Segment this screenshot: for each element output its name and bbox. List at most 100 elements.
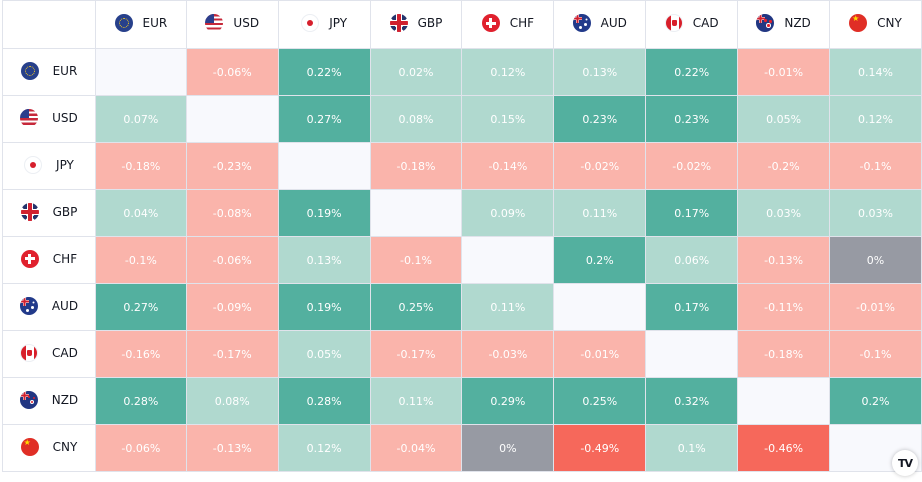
rate-cell-aud-cny[interactable]: -0.01% xyxy=(829,283,922,331)
rate-cell-nzd-cad[interactable]: 0.32% xyxy=(645,377,739,425)
rate-cell-aud-jpy[interactable]: 0.19% xyxy=(277,283,371,331)
rate-cell-usd-aud[interactable]: 0.23% xyxy=(553,95,647,143)
rate-cell-aud-eur[interactable]: 0.27% xyxy=(94,283,187,331)
rate-cell-nzd-cny[interactable]: 0.2% xyxy=(829,377,922,425)
row-header-chf[interactable]: CHF xyxy=(2,236,96,284)
rate-cell-usd-jpy[interactable]: 0.27% xyxy=(277,95,371,143)
diagonal-cell xyxy=(829,424,922,472)
rate-cell-aud-nzd[interactable]: -0.11% xyxy=(737,283,831,331)
column-header-cad[interactable]: CAD xyxy=(645,0,739,49)
rate-cell-chf-cny[interactable]: 0% xyxy=(829,236,922,284)
rate-cell-cny-jpy[interactable]: 0.12% xyxy=(277,424,371,472)
rate-cell-usd-gbp[interactable]: 0.08% xyxy=(369,95,463,143)
rate-cell-gbp-cad[interactable]: 0.17% xyxy=(645,189,739,237)
rate-cell-jpy-cad[interactable]: -0.02% xyxy=(645,142,739,190)
rate-cell-nzd-eur[interactable]: 0.28% xyxy=(94,377,187,425)
rate-cell-cad-cny[interactable]: -0.1% xyxy=(829,330,922,378)
rate-cell-jpy-gbp[interactable]: -0.18% xyxy=(369,142,463,190)
row-header-jpy[interactable]: JPY xyxy=(2,142,96,190)
column-header-nzd[interactable]: NZD xyxy=(737,0,831,49)
rate-cell-gbp-chf[interactable]: 0.09% xyxy=(461,189,555,237)
rate-cell-cny-usd[interactable]: -0.13% xyxy=(185,424,279,472)
rate-cell-eur-gbp[interactable]: 0.02% xyxy=(369,48,463,96)
rate-cell-gbp-jpy[interactable]: 0.19% xyxy=(277,189,371,237)
rate-cell-eur-nzd[interactable]: -0.01% xyxy=(737,48,831,96)
rate-cell-cad-usd[interactable]: -0.17% xyxy=(185,330,279,378)
rate-cell-usd-cny[interactable]: 0.12% xyxy=(829,95,922,143)
rate-cell-usd-cad[interactable]: 0.23% xyxy=(645,95,739,143)
rate-cell-jpy-nzd[interactable]: -0.2% xyxy=(737,142,831,190)
rate-cell-chf-eur[interactable]: -0.1% xyxy=(94,236,187,284)
rate-cell-cad-jpy[interactable]: 0.05% xyxy=(277,330,371,378)
rate-cell-aud-usd[interactable]: -0.09% xyxy=(185,283,279,331)
row-header-usd[interactable]: USD xyxy=(2,95,96,143)
rate-cell-usd-nzd[interactable]: 0.05% xyxy=(737,95,831,143)
row-header-label: AUD xyxy=(19,296,78,315)
column-header-cny[interactable]: CNY xyxy=(829,0,922,49)
currency-code: JPY xyxy=(56,157,74,172)
rate-cell-cad-chf[interactable]: -0.03% xyxy=(461,330,555,378)
rate-cell-jpy-usd[interactable]: -0.23% xyxy=(185,142,279,190)
column-header-jpy[interactable]: JPY xyxy=(277,0,371,49)
rate-cell-gbp-cny[interactable]: 0.03% xyxy=(829,189,922,237)
rate-cell-gbp-usd[interactable]: -0.08% xyxy=(185,189,279,237)
rate-cell-gbp-nzd[interactable]: 0.03% xyxy=(737,189,831,237)
rate-cell-eur-cad[interactable]: 0.22% xyxy=(645,48,739,96)
rate-cell-eur-jpy[interactable]: 0.22% xyxy=(277,48,371,96)
rate-cell-cny-eur[interactable]: -0.06% xyxy=(94,424,187,472)
rate-cell-chf-aud[interactable]: 0.2% xyxy=(553,236,647,284)
rate-cell-cny-nzd[interactable]: -0.46% xyxy=(737,424,831,472)
row-header-nzd[interactable]: NZD xyxy=(2,377,96,425)
tradingview-logo[interactable]: TV xyxy=(892,450,918,476)
rate-cell-nzd-jpy[interactable]: 0.28% xyxy=(277,377,371,425)
row-header-gbp[interactable]: GBP xyxy=(2,189,96,237)
rate-cell-eur-aud[interactable]: 0.13% xyxy=(553,48,647,96)
rate-cell-gbp-eur[interactable]: 0.04% xyxy=(94,189,187,237)
rate-cell-usd-chf[interactable]: 0.15% xyxy=(461,95,555,143)
rate-cell-gbp-aud[interactable]: 0.11% xyxy=(553,189,647,237)
rate-cell-nzd-aud[interactable]: 0.25% xyxy=(553,377,647,425)
rate-cell-chf-cad[interactable]: 0.06% xyxy=(645,236,739,284)
column-header-usd[interactable]: USD xyxy=(185,0,279,49)
column-header-aud[interactable]: AUD xyxy=(553,0,647,49)
currency-code: USD xyxy=(233,16,260,30)
rate-cell-cad-nzd[interactable]: -0.18% xyxy=(737,330,831,378)
rate-cell-aud-chf[interactable]: 0.11% xyxy=(461,283,555,331)
rate-cell-cny-chf[interactable]: 0% xyxy=(461,424,555,472)
row-header-cny[interactable]: CNY xyxy=(2,424,96,472)
rate-value: 0.11% xyxy=(398,394,434,408)
rate-cell-jpy-cny[interactable]: -0.1% xyxy=(829,142,922,190)
currency-code: JPY xyxy=(329,16,348,30)
rate-cell-jpy-eur[interactable]: -0.18% xyxy=(94,142,187,190)
rate-cell-cny-gbp[interactable]: -0.04% xyxy=(369,424,463,472)
rate-cell-chf-jpy[interactable]: 0.13% xyxy=(277,236,371,284)
rate-cell-nzd-usd[interactable]: 0.08% xyxy=(185,377,279,425)
rate-cell-nzd-gbp[interactable]: 0.11% xyxy=(369,377,463,425)
rate-cell-cad-gbp[interactable]: -0.17% xyxy=(369,330,463,378)
rate-cell-jpy-chf[interactable]: -0.14% xyxy=(461,142,555,190)
rate-cell-nzd-chf[interactable]: 0.29% xyxy=(461,377,555,425)
rate-cell-aud-gbp[interactable]: 0.25% xyxy=(369,283,463,331)
row-header-cad[interactable]: CAD xyxy=(2,330,96,378)
rate-cell-eur-cny[interactable]: 0.14% xyxy=(829,48,922,96)
rate-cell-jpy-aud[interactable]: -0.02% xyxy=(553,142,647,190)
diagonal-cell xyxy=(94,48,187,96)
rate-cell-eur-chf[interactable]: 0.12% xyxy=(461,48,555,96)
rate-cell-cad-aud[interactable]: -0.01% xyxy=(553,330,647,378)
rate-cell-chf-gbp[interactable]: -0.1% xyxy=(369,236,463,284)
rate-value: 0.25% xyxy=(582,394,618,408)
column-header-chf[interactable]: CHF xyxy=(461,0,555,49)
rate-cell-usd-eur[interactable]: 0.07% xyxy=(94,95,187,143)
diagonal-cell xyxy=(369,189,463,237)
rate-cell-aud-cad[interactable]: 0.17% xyxy=(645,283,739,331)
rate-cell-chf-nzd[interactable]: -0.13% xyxy=(737,236,831,284)
rate-cell-cad-eur[interactable]: -0.16% xyxy=(94,330,187,378)
rate-cell-cny-aud[interactable]: -0.49% xyxy=(553,424,647,472)
rate-cell-eur-usd[interactable]: -0.06% xyxy=(185,48,279,96)
row-header-eur[interactable]: EUR xyxy=(2,48,96,96)
column-header-eur[interactable]: EUR xyxy=(94,0,187,49)
rate-cell-chf-usd[interactable]: -0.06% xyxy=(185,236,279,284)
rate-cell-cny-cad[interactable]: 0.1% xyxy=(645,424,739,472)
row-header-aud[interactable]: AUD xyxy=(2,283,96,331)
column-header-gbp[interactable]: GBP xyxy=(369,0,463,49)
